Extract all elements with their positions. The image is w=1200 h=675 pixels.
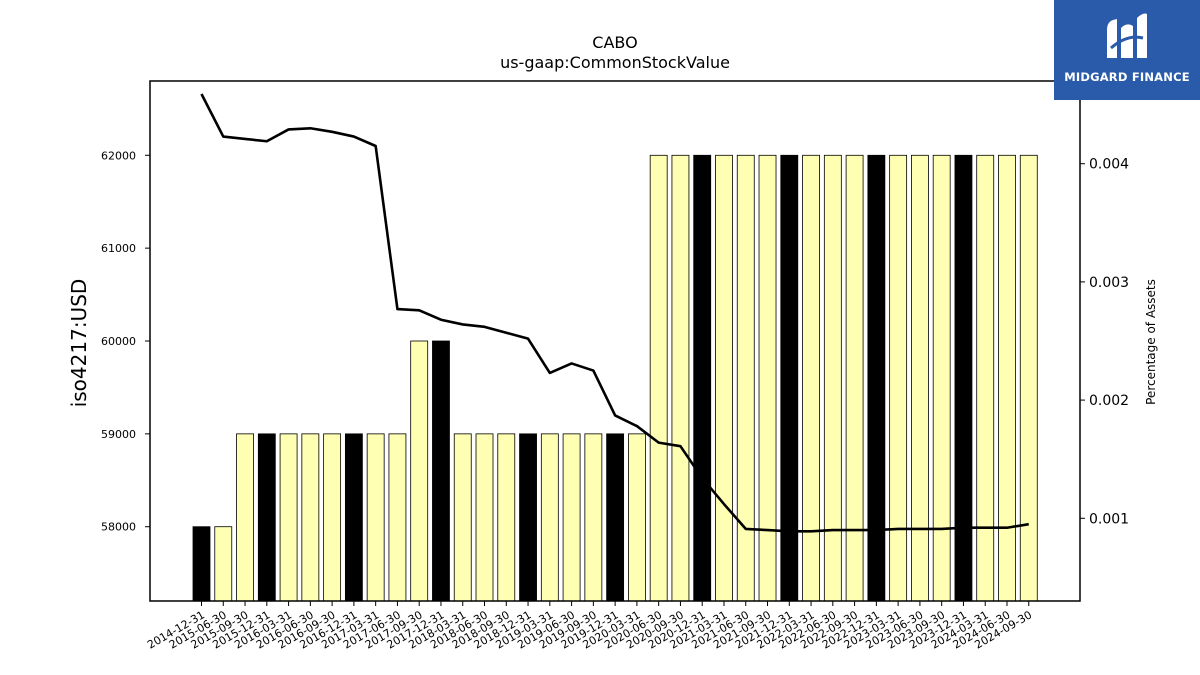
bar: [301, 433, 320, 602]
bar: [344, 433, 363, 602]
bar: [540, 433, 559, 602]
bar: [693, 154, 712, 602]
y-tick-label: 60000: [101, 335, 136, 348]
bar: [475, 433, 494, 602]
y-right-tick-label: 0.002: [1089, 393, 1129, 409]
bar: [410, 340, 429, 602]
bar: [823, 154, 842, 602]
bar: [453, 433, 472, 602]
x-axis: 2014-12-312015-06-302015-09-302015-12-31…: [145, 601, 1034, 652]
bar: [562, 433, 581, 602]
bar: [1019, 154, 1038, 602]
y-tick-label: 61000: [101, 242, 136, 255]
bar: [954, 154, 973, 602]
y-tick-label: 59000: [101, 428, 136, 441]
y-tick-label: 58000: [101, 521, 136, 534]
bar: [671, 154, 690, 602]
bar: [432, 340, 450, 602]
line-percentage-of-assets: [200, 93, 1029, 533]
bar: [932, 154, 951, 602]
bar: [388, 433, 407, 602]
bar-series: [192, 154, 1038, 602]
bar: [628, 433, 646, 602]
midgard-finance-logo-icon: [1107, 13, 1147, 58]
y-right-tick-label: 0.004: [1089, 157, 1129, 173]
bar: [214, 526, 233, 602]
bar: [736, 154, 755, 602]
logo-text: MIDGARD FINANCE: [1064, 70, 1190, 84]
bar: [911, 154, 929, 602]
y-right-tick-label: 0.001: [1089, 511, 1129, 527]
y-axis-label-right: Percentage of Assets: [1144, 279, 1158, 405]
bar: [845, 154, 864, 602]
bar: [519, 433, 537, 602]
brand-logo: MIDGARD FINANCE: [1054, 0, 1200, 100]
bar: [323, 433, 342, 602]
bar: [802, 154, 820, 602]
bar: [236, 433, 254, 602]
line-series: [200, 93, 1029, 533]
y-right-tick-label: 0.003: [1089, 275, 1129, 291]
bar: [497, 433, 516, 602]
bar: [584, 433, 603, 602]
bar: [715, 154, 733, 602]
bar: [649, 154, 668, 602]
bar: [366, 433, 385, 602]
bar: [889, 154, 908, 602]
bar: [867, 154, 886, 602]
bar: [976, 154, 995, 602]
right-y-axis: 0.001 0.002 0.003 0.004: [1080, 157, 1129, 527]
bar: [279, 433, 298, 602]
bar: [606, 433, 625, 602]
bar: [758, 154, 777, 602]
left-y-axis: 58000 59000 60000 61000 62000: [101, 149, 150, 534]
bar: [998, 154, 1016, 602]
bar: [780, 154, 799, 602]
y-axis-label-left: iso4217:USD: [67, 279, 91, 408]
y-tick-label: 62000: [101, 149, 136, 162]
chart-subtitle: us-gaap:CommonStockValue: [500, 53, 730, 72]
chart-title: CABO: [592, 33, 637, 52]
bar: [192, 526, 211, 602]
bar: [257, 433, 276, 602]
